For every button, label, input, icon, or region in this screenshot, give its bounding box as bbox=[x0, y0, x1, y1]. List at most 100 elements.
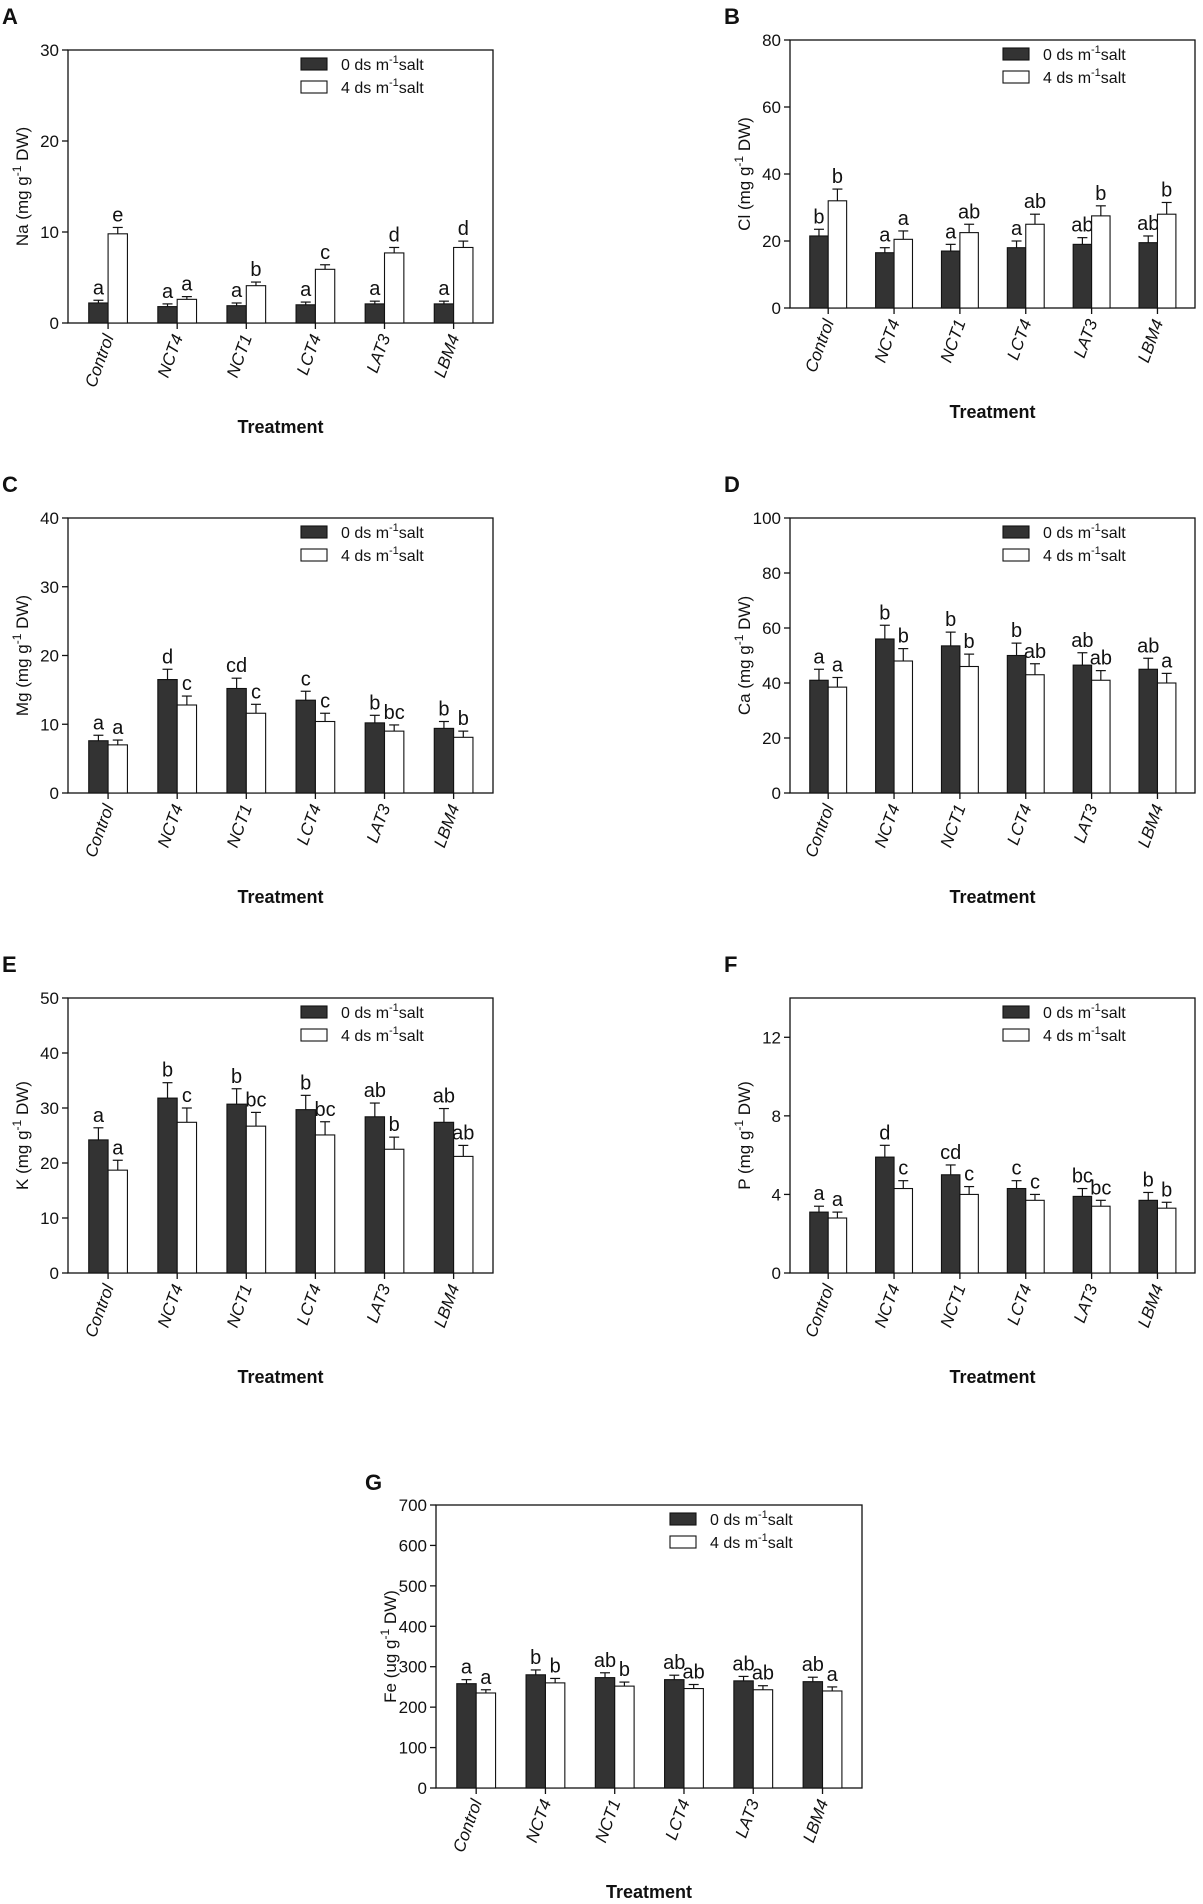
significance-letter: a bbox=[832, 1189, 844, 1211]
bar-4-salt bbox=[245, 712, 267, 794]
bar-0-salt bbox=[88, 302, 109, 324]
significance-letter: e bbox=[112, 204, 123, 226]
y-tick-label: 0 bbox=[50, 1264, 59, 1283]
significance-letter: b bbox=[945, 609, 956, 631]
x-tick-label: NCT1 bbox=[223, 802, 256, 850]
x-tick-label: Control bbox=[449, 1796, 486, 1855]
x-tick-label: LCT4 bbox=[293, 802, 325, 848]
significance-letter: a bbox=[112, 1137, 124, 1159]
x-axis-title: Treatment bbox=[237, 417, 323, 437]
bar-0-salt bbox=[456, 1683, 477, 1789]
significance-letter: b bbox=[389, 1114, 400, 1136]
bar-4-salt bbox=[959, 1193, 979, 1274]
x-tick-label: Control bbox=[81, 331, 118, 390]
bar-4-salt bbox=[176, 298, 198, 324]
plot-frame bbox=[789, 39, 1196, 309]
y-axis-label: Fe (ug g-1 DW) bbox=[378, 1590, 400, 1703]
legend-swatch-4 bbox=[300, 548, 328, 562]
plot-frame bbox=[67, 997, 494, 1274]
legend-label: 0 ds m-1salt bbox=[341, 1002, 424, 1022]
bar-0-salt bbox=[809, 235, 829, 309]
bar-4-salt bbox=[1091, 679, 1111, 794]
bar-0-salt bbox=[433, 303, 455, 324]
bar-4-salt bbox=[1156, 682, 1177, 794]
significance-letter: ab bbox=[1090, 648, 1112, 670]
bar-0-salt bbox=[157, 306, 178, 324]
legend-label: 4 ds m-1salt bbox=[341, 545, 424, 565]
legend-label: 0 ds m-1salt bbox=[1043, 522, 1126, 542]
bar-4-salt bbox=[893, 1187, 914, 1274]
y-axis-label: Cl (mg g-1 DW) bbox=[732, 117, 754, 231]
significance-letter: a bbox=[813, 1183, 825, 1205]
significance-letter: ab bbox=[1071, 630, 1093, 652]
y-tick-label: 60 bbox=[762, 619, 781, 638]
x-tick-label: Control bbox=[81, 1281, 118, 1340]
bar-4-salt bbox=[827, 200, 848, 309]
y-tick-label: 4 bbox=[772, 1185, 781, 1204]
x-tick-label: LAT3 bbox=[363, 801, 395, 845]
bar-0-salt bbox=[940, 645, 961, 794]
significance-letter: c bbox=[182, 673, 192, 695]
y-tick-label: 300 bbox=[399, 1658, 427, 1677]
legend-swatch-0 bbox=[1002, 47, 1030, 61]
bar-0-salt bbox=[1072, 1195, 1093, 1274]
significance-letter: a bbox=[945, 221, 957, 243]
y-tick-label: 700 bbox=[399, 1496, 427, 1515]
significance-letter: b bbox=[898, 626, 909, 648]
significance-letter: a bbox=[369, 278, 381, 300]
y-tick-label: 0 bbox=[50, 314, 59, 333]
y-tick-label: 20 bbox=[40, 647, 59, 666]
y-tick-label: 0 bbox=[418, 1779, 427, 1798]
bar-4-salt bbox=[959, 665, 979, 794]
panel-label: C bbox=[2, 472, 18, 497]
x-tick-label: LAT3 bbox=[1070, 801, 1102, 845]
significance-letter: cd bbox=[226, 655, 247, 677]
y-axis-label: K (mg g-1 DW) bbox=[10, 1081, 32, 1190]
x-tick-label: LAT3 bbox=[363, 331, 395, 375]
significance-letter: a bbox=[112, 717, 124, 739]
significance-letter: b bbox=[964, 631, 975, 653]
bar-0-salt bbox=[1072, 664, 1093, 794]
legend-label: 4 ds m-1salt bbox=[1043, 1025, 1126, 1045]
legend-swatch-0 bbox=[669, 1512, 697, 1526]
bar-0-salt bbox=[364, 722, 386, 794]
significance-letter: a bbox=[898, 208, 910, 230]
legend-swatch-4 bbox=[300, 80, 328, 94]
bar-0-salt bbox=[809, 1211, 829, 1274]
y-tick-label: 20 bbox=[762, 729, 781, 748]
x-tick-label: NCT1 bbox=[223, 1282, 256, 1330]
plot-frame bbox=[435, 1504, 863, 1789]
significance-letter: b bbox=[438, 699, 449, 721]
y-tick-label: 60 bbox=[762, 98, 781, 117]
x-tick-label: LBM4 bbox=[1134, 1282, 1167, 1330]
significance-letter: b bbox=[530, 1647, 541, 1669]
significance-letter: a bbox=[827, 1664, 839, 1686]
legend-label: 4 ds m-1salt bbox=[341, 77, 424, 97]
legend-label: 0 ds m-1salt bbox=[341, 54, 424, 74]
significance-letter: ab bbox=[1137, 635, 1159, 657]
significance-letter: b bbox=[1161, 1179, 1172, 1201]
y-tick-label: 200 bbox=[399, 1698, 427, 1717]
bar-0-salt bbox=[1072, 243, 1093, 309]
significance-letter: ab bbox=[958, 201, 980, 223]
legend-swatch-4 bbox=[669, 1535, 697, 1549]
x-tick-label: LCT4 bbox=[1003, 317, 1035, 363]
legend-label: 4 ds m-1salt bbox=[341, 1025, 424, 1045]
bar-0-salt bbox=[226, 305, 247, 324]
bar-0-salt bbox=[1138, 1199, 1159, 1274]
plot-frame bbox=[789, 517, 1196, 794]
x-tick-label: LAT3 bbox=[363, 1281, 395, 1325]
y-tick-label: 600 bbox=[399, 1536, 427, 1555]
bar-4-salt bbox=[176, 1121, 198, 1274]
y-tick-label: 30 bbox=[40, 578, 59, 597]
bar-4-salt bbox=[1091, 215, 1111, 309]
bar-4-salt bbox=[893, 660, 914, 794]
significance-letter: ab bbox=[1071, 215, 1093, 237]
x-tick-label: LBM4 bbox=[430, 802, 463, 850]
legend-label: 0 ds m-1salt bbox=[1043, 44, 1126, 64]
significance-letter: d bbox=[879, 1122, 890, 1144]
bar-0-salt bbox=[433, 1121, 455, 1274]
